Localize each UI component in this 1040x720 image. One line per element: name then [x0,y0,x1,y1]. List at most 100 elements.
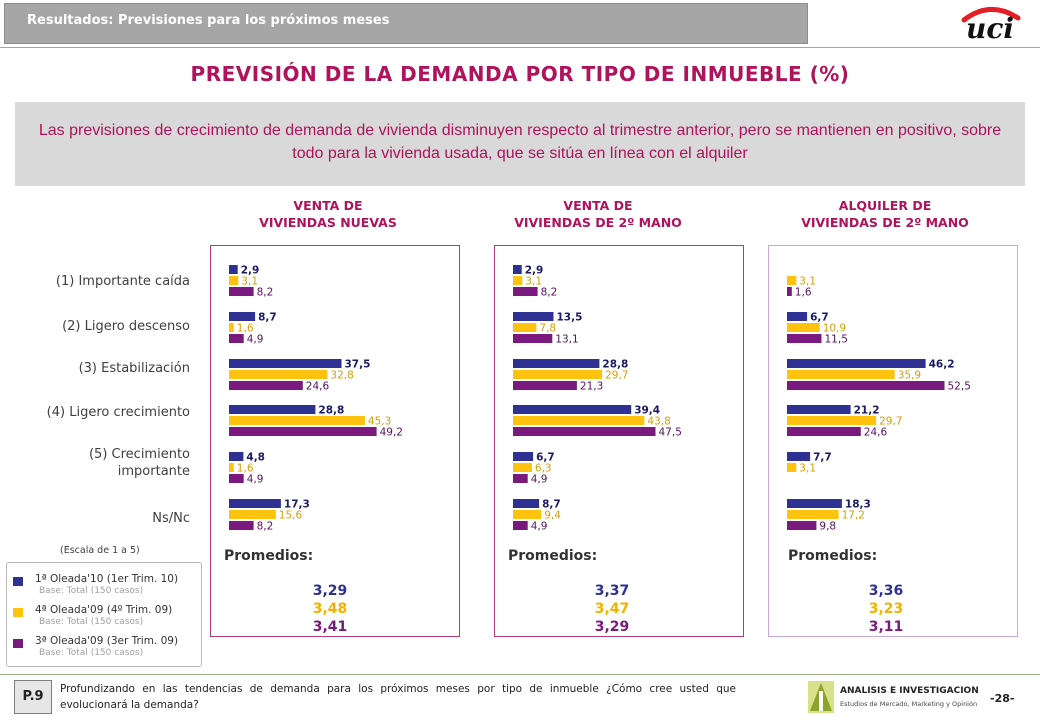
promedio-value: 3,41 [312,619,348,635]
bar-0-0 [229,265,238,274]
bar-3-1 [513,416,645,425]
data-label: 24,6 [306,381,330,393]
bar-1-2 [787,334,822,343]
data-label: 10,9 [823,323,846,335]
bar-0-2 [229,287,254,296]
data-label: 43,8 [647,416,670,428]
chart-title-nuevas: VENTA DE VIVIENDAS NUEVAS [213,197,443,231]
bar-4-2 [513,474,528,483]
data-label: 17,3 [284,499,310,511]
bar-5-2 [787,521,817,530]
bar-chart-segunda-mano: 2,9 13,5 28,8 39,4 6,7 8,7 3,1 7,8 29,7 43,8 6,3 9,… [513,265,682,533]
section-header: Resultados: Previsiones para los próximo… [4,3,808,44]
data-label: 49,2 [380,427,403,439]
bar-4-0 [513,452,534,461]
bar-2-2 [787,381,945,390]
scale-note: (Escala de 1 a 5) [60,545,140,556]
bar-2-1 [787,370,895,379]
page-title: PREVISIÓN DE LA DEMANDA POR TIPO DE INMU… [190,62,850,86]
data-label: 4,9 [531,521,548,533]
summary-box: Las previsiones de crecimiento de demand… [15,102,1025,186]
bar-4-1 [229,463,234,472]
bar-0-0 [513,265,522,274]
bar-2-1 [229,370,328,379]
bar-0-1 [513,276,523,285]
brand-name: ANALISIS E INVESTIGACION [840,686,979,696]
data-label: 8,2 [541,287,558,299]
data-label: 29,7 [605,370,628,382]
chart-title-line2: VIVIENDAS DE 2º MANO [801,215,969,230]
legend-swatch [13,608,23,617]
bar-2-2 [513,381,577,390]
data-label: 8,2 [257,521,274,533]
data-label: 8,7 [258,312,277,324]
bar-0-1 [229,276,239,285]
bar-3-0 [787,405,851,414]
brand-icon [808,681,834,713]
bar-5-2 [513,521,528,530]
uci-logo: uci [946,2,1026,46]
data-label: 21,2 [854,405,880,417]
bar-0-2 [513,287,538,296]
brand-logo: ANALISIS E INVESTIGACION Estudios de Mer… [806,680,979,714]
bar-2-0 [513,359,600,368]
bar-0-2 [787,287,792,296]
bar-4-0 [787,452,811,461]
bar-4-2 [229,474,244,483]
bar-0-1 [787,276,797,285]
category-label: (4) Ligero crecimiento [46,405,190,420]
data-label: 8,2 [257,287,274,299]
data-label: 4,9 [247,334,264,346]
bar-5-0 [229,499,281,508]
data-label: 3,1 [241,276,258,288]
bar-1-2 [513,334,553,343]
bar-3-2 [229,427,377,436]
data-label: 3,1 [525,276,542,288]
data-label: 9,8 [819,521,836,533]
promedio-value: 3,47 [594,601,630,617]
chart-title-line1: VENTA DE [293,198,363,213]
promedios-label: Promedios: [788,548,878,564]
data-label: 39,4 [634,405,660,417]
data-label: 2,9 [241,265,260,277]
promedio-value: 3,29 [312,583,348,599]
section-title: Resultados: Previsiones para los próximo… [27,13,390,28]
bar-5-0 [787,499,842,508]
data-label: 45,3 [368,416,391,428]
data-label: 7,7 [813,452,832,464]
bar-4-0 [229,452,244,461]
data-label: 2,9 [525,265,544,277]
data-label: 17,2 [842,510,865,522]
chart-panel-segunda-mano: 2,9 13,5 28,8 39,4 6,7 8,7 3,1 7,8 29,7 43,8 6,3 9,… [494,245,744,637]
bar-1-1 [513,323,537,332]
data-label: 6,3 [535,463,552,475]
data-label: 6,7 [810,312,829,324]
legend-name: 4ª Oleada'09 (4º Trim. 09) [35,604,173,616]
category-label: (2) Ligero descenso [62,319,190,334]
bar-3-2 [787,427,861,436]
bar-5-1 [229,510,276,519]
data-label: 6,7 [536,452,555,464]
chart-title-line2: VIVIENDAS DE 2º MANO [514,215,682,230]
page-number: -28- [990,692,1015,705]
legend-swatch [13,639,23,648]
bar-2-0 [787,359,926,368]
legend-name: 1ª Oleada'10 (1er Trim. 10) [35,573,179,585]
data-label: 3,1 [799,463,816,475]
bar-chart-nuevas: 2,9 8,7 37,5 28,8 4,8 17,3 3,1 1,6 32,8 45,3 1,6 15… [229,265,403,533]
data-label: 52,5 [948,381,971,393]
category-label: (5) Crecimiento importante [88,447,190,479]
summary-text: Las previsiones de crecimiento de demand… [38,122,1002,162]
legend-name: 3ª Oleada'09 (3er Trim. 09) [35,635,179,647]
data-label: 11,5 [825,334,848,346]
promedios-label: Promedios: [224,548,314,564]
question-text: Profundizando en las tendencias de deman… [60,683,736,711]
data-label: 21,3 [580,381,603,393]
bar-5-1 [787,510,839,519]
data-label: 8,7 [542,499,561,511]
data-label: 28,8 [318,405,344,417]
bar-5-0 [513,499,540,508]
data-label: 4,9 [247,474,264,486]
question-id: P.9 [14,680,52,714]
data-label: 4,9 [531,474,548,486]
